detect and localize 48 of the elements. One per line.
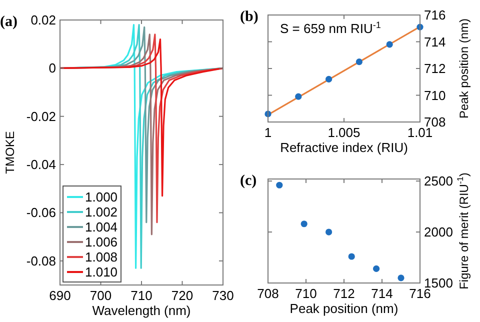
y-tick-label: -0.08 bbox=[26, 253, 56, 268]
point bbox=[373, 265, 380, 272]
x-tick-label: 710 bbox=[130, 288, 152, 303]
y-axis-title: Peak position (nm) bbox=[457, 18, 471, 119]
x-tick-label: 1.005 bbox=[328, 125, 360, 140]
y-tick-label: 716 bbox=[424, 8, 446, 22]
y-tick-label: 714 bbox=[424, 34, 446, 50]
y-tick-label: -0.02 bbox=[26, 108, 56, 124]
chart-title: (b) bbox=[240, 9, 258, 25]
point bbox=[276, 182, 283, 188]
x-tick-label: 714 bbox=[371, 286, 393, 301]
point bbox=[300, 220, 308, 228]
point bbox=[398, 274, 404, 282]
chart-title: (c) bbox=[240, 173, 257, 189]
x-tick-label: 708 bbox=[257, 286, 279, 301]
point bbox=[356, 58, 362, 66]
y-tick-label: 0.02 bbox=[30, 12, 56, 28]
x-tick-label: 700 bbox=[90, 288, 112, 303]
point bbox=[295, 93, 302, 100]
y-tick-label: 2500 bbox=[424, 174, 453, 189]
x-tick-label: 720 bbox=[171, 288, 194, 303]
x-tick-label: 1 bbox=[264, 125, 272, 140]
y-tick-label: 0 bbox=[48, 60, 56, 76]
point bbox=[326, 76, 332, 82]
x-axis-title: Wavelength (nm) bbox=[92, 303, 191, 318]
x-axis-title: Peak position (nm) bbox=[290, 301, 398, 316]
legend-label: 1.004 bbox=[85, 220, 118, 234]
point bbox=[386, 41, 393, 48]
legend-label: 1.010 bbox=[85, 264, 118, 280]
legend-label: 1.002 bbox=[85, 204, 118, 220]
y-tick-label: -0.06 bbox=[26, 205, 56, 220]
x-tick-label: 730 bbox=[212, 288, 234, 303]
legend-label: 1.000 bbox=[85, 190, 118, 204]
legend-label: 1.006 bbox=[85, 234, 118, 250]
legend-label: 1.008 bbox=[85, 250, 118, 264]
y-tick-label: 712 bbox=[424, 61, 446, 76]
x-axis-title: Refractive index (RIU) bbox=[280, 140, 408, 155]
y-axis-title: TMOKE bbox=[3, 131, 17, 174]
x-tick-label: 710 bbox=[295, 286, 317, 301]
x-tick-label: 690 bbox=[49, 288, 71, 303]
y-tick-label: 710 bbox=[424, 88, 446, 103]
point bbox=[326, 228, 332, 236]
y-tick-label: -0.04 bbox=[26, 157, 56, 172]
annotation: S = 659 nm RIU$^{-1}$ bbox=[280, 20, 381, 36]
x-tick-label: 712 bbox=[333, 286, 355, 301]
y-tick-label: 2000 bbox=[424, 224, 453, 240]
point bbox=[348, 253, 355, 260]
chart-title: (a) bbox=[0, 14, 18, 30]
